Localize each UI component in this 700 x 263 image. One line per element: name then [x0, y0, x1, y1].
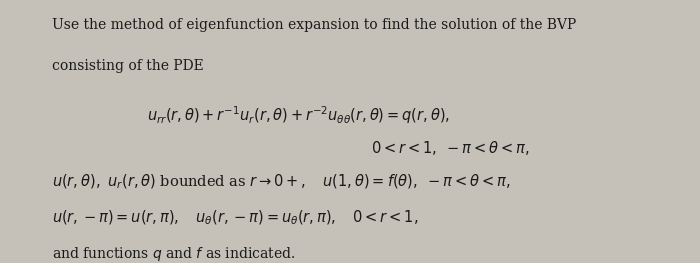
Text: $u(r,\theta),\ u_r(r,\theta)$ bounded as $r \to 0+, \quad u(1,\theta) = f(\theta: $u(r,\theta),\ u_r(r,\theta)$ bounded as…	[52, 172, 511, 191]
Text: $u_{rr}(r,\theta) + r^{-1}u_r(r,\theta) + r^{-2}u_{\theta\theta}(r,\theta) = q(r: $u_{rr}(r,\theta) + r^{-1}u_r(r,\theta) …	[147, 104, 450, 126]
Text: consisting of the PDE: consisting of the PDE	[52, 59, 204, 73]
Text: Use the method of eigenfunction expansion to find the solution of the BVP: Use the method of eigenfunction expansio…	[52, 18, 577, 32]
Text: and functions $q$ and $f$ as indicated.: and functions $q$ and $f$ as indicated.	[52, 245, 296, 263]
Text: $0 < r < 1, \ -\pi < \theta < \pi,$: $0 < r < 1, \ -\pi < \theta < \pi,$	[371, 139, 529, 157]
Text: $u(r,-\pi) = u(r,\pi), \quad u_\theta(r,-\pi) = u_\theta(r,\pi), \quad 0 < r < 1: $u(r,-\pi) = u(r,\pi), \quad u_\theta(r,…	[52, 209, 419, 227]
